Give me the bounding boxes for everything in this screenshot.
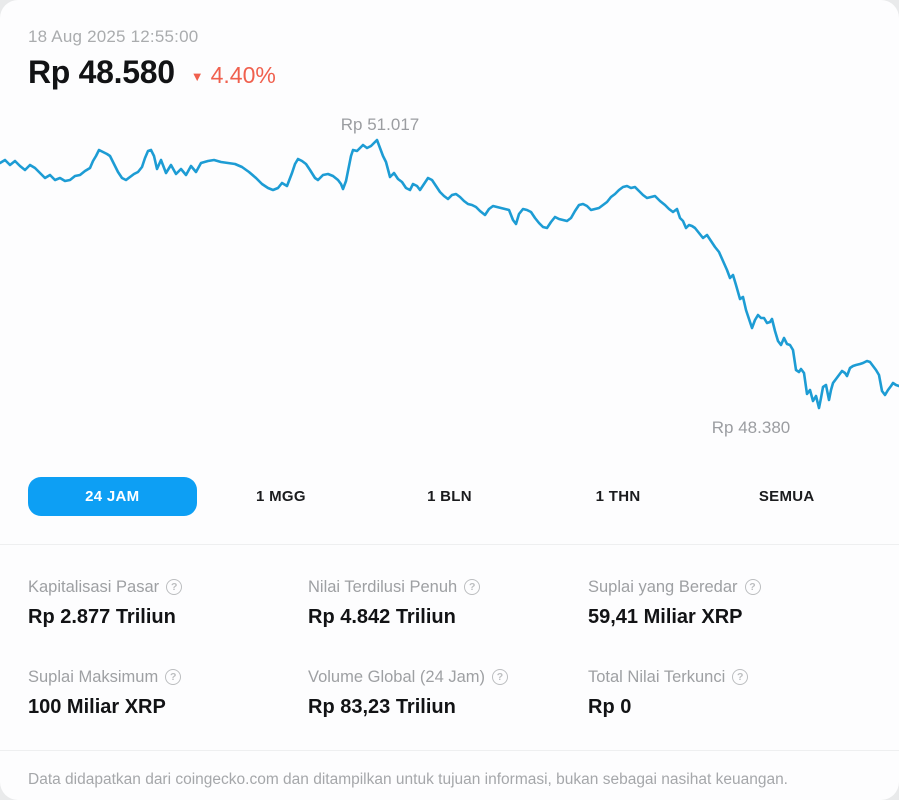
price-timestamp: 18 Aug 2025 12:55:00 [28, 27, 199, 46]
tab-24-jam[interactable]: 24 JAM [28, 477, 197, 516]
tab-1-mgg[interactable]: 1 MGG [255, 488, 306, 505]
stat-cell: Suplai Maksimum? 100 Miliar XRP [28, 667, 308, 720]
stat-label-row: Total Nilai Terkunci? [588, 667, 871, 687]
price-chart-area[interactable]: Rp 51.017 Rp 48.380 [0, 93, 899, 458]
time-range-tabs: 24 JAM 1 MGG 1 BLN 1 THN SEMUA [28, 477, 871, 516]
stat-label: Total Nilai Terkunci [588, 668, 726, 686]
chart-low-label: Rp 48.380 [711, 418, 791, 437]
stat-value: 59,41 Miliar XRP [588, 606, 743, 628]
help-question-icon[interactable]: ? [732, 669, 749, 685]
stat-cell: Suplai yang Beredar? 59,41 Miliar XRP [588, 577, 871, 630]
stats-grid: Kapitalisasi Pasar? Rp 2.877 Triliun Nilai… [0, 545, 899, 750]
help-question-icon[interactable]: ? [744, 579, 761, 595]
price-change-percent: 4.40% [210, 62, 276, 88]
stat-cell: Nilai Terdilusi Penuh? Rp 4.842 Triliun [308, 577, 588, 630]
stat-cell: Total Nilai Terkunci? Rp 0 [588, 667, 871, 720]
price-header: 18 Aug 2025 12:55:00 Rp 48.580 ▼ 4.40% [0, 0, 899, 92]
help-question-icon[interactable]: ? [166, 579, 183, 595]
price-change: ▼ 4.40% [191, 62, 276, 89]
tab-1-bln[interactable]: 1 BLN [427, 488, 472, 505]
tab-semua[interactable]: SEMUA [758, 488, 815, 505]
stat-value: Rp 83,23 Triliun [308, 696, 456, 718]
footer: Data didapatkan dari coingecko.com dan d… [0, 751, 899, 790]
help-question-icon[interactable]: ? [165, 669, 182, 685]
stat-label: Suplai yang Beredar [588, 578, 738, 596]
stat-label-row: Volume Global (24 Jam)? [308, 667, 588, 687]
stat-value: Rp 2.877 Triliun [28, 606, 176, 628]
stat-label-row: Suplai yang Beredar? [588, 577, 871, 597]
stat-label: Kapitalisasi Pasar [28, 578, 160, 596]
divider [0, 750, 899, 751]
arrow-down-icon: ▼ [190, 69, 204, 84]
price-line [0, 138, 899, 410]
stat-label-row: Suplai Maksimum? [28, 667, 308, 687]
stat-value: 100 Miliar XRP [28, 696, 166, 718]
chart-high-label: Rp 51.017 [340, 115, 420, 134]
divider [0, 544, 899, 545]
stat-label: Volume Global (24 Jam) [308, 668, 485, 686]
price-line-chart [0, 138, 899, 410]
stat-label: Nilai Terdilusi Penuh [308, 578, 458, 596]
stat-value: Rp 0 [588, 696, 632, 718]
stat-label-row: Kapitalisasi Pasar? [28, 577, 308, 597]
stat-value: Rp 4.842 Triliun [308, 606, 456, 628]
stat-cell: Volume Global (24 Jam)? Rp 83,23 Triliun [308, 667, 588, 720]
current-price: Rp 48.580 [28, 54, 175, 90]
stat-label-row: Nilai Terdilusi Penuh? [308, 577, 588, 597]
tab-1-thn[interactable]: 1 THN [595, 488, 641, 505]
help-question-icon[interactable]: ? [492, 669, 508, 685]
stat-cell: Kapitalisasi Pasar? Rp 2.877 Triliun [28, 577, 308, 630]
price-row: Rp 48.580 ▼ 4.40% [28, 52, 871, 92]
disclaimer-text: Data didapatkan dari coingecko.com dan d… [28, 771, 788, 788]
help-question-icon[interactable]: ? [464, 579, 481, 595]
stat-label: Suplai Maksimum [28, 668, 159, 686]
